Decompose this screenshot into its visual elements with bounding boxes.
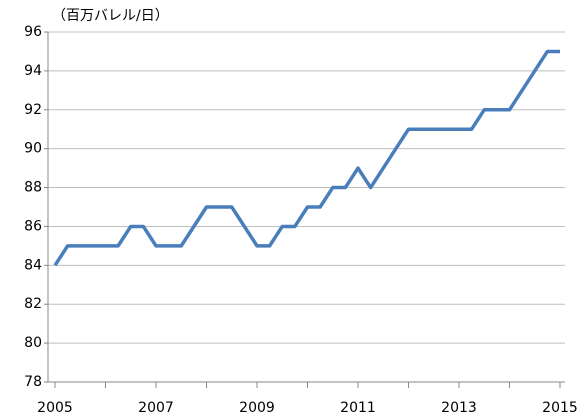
- y-tick-label: 92: [24, 102, 42, 118]
- y-tick-label: 78: [24, 374, 42, 390]
- y-tick-label: 80: [24, 335, 42, 351]
- x-tick-label: 2013: [441, 400, 477, 416]
- x-tick-label: 2007: [138, 400, 174, 416]
- x-tick-label: 2005: [37, 400, 73, 416]
- y-tick-label: 84: [24, 257, 42, 273]
- x-tick-label: 2015: [542, 400, 578, 416]
- data-line: [53, 49, 560, 267]
- unit-label: （百万バレル/日）: [52, 8, 169, 24]
- y-tick-label: 82: [24, 296, 42, 312]
- x-tick-label: 2011: [340, 400, 376, 416]
- y-tick-label: 96: [24, 24, 42, 40]
- y-tick-label: 94: [24, 63, 42, 79]
- y-tick-label: 88: [24, 180, 42, 196]
- y-tick-label: 90: [24, 141, 42, 157]
- y-tick-label: 86: [24, 218, 42, 234]
- x-tick-label: 2009: [239, 400, 275, 416]
